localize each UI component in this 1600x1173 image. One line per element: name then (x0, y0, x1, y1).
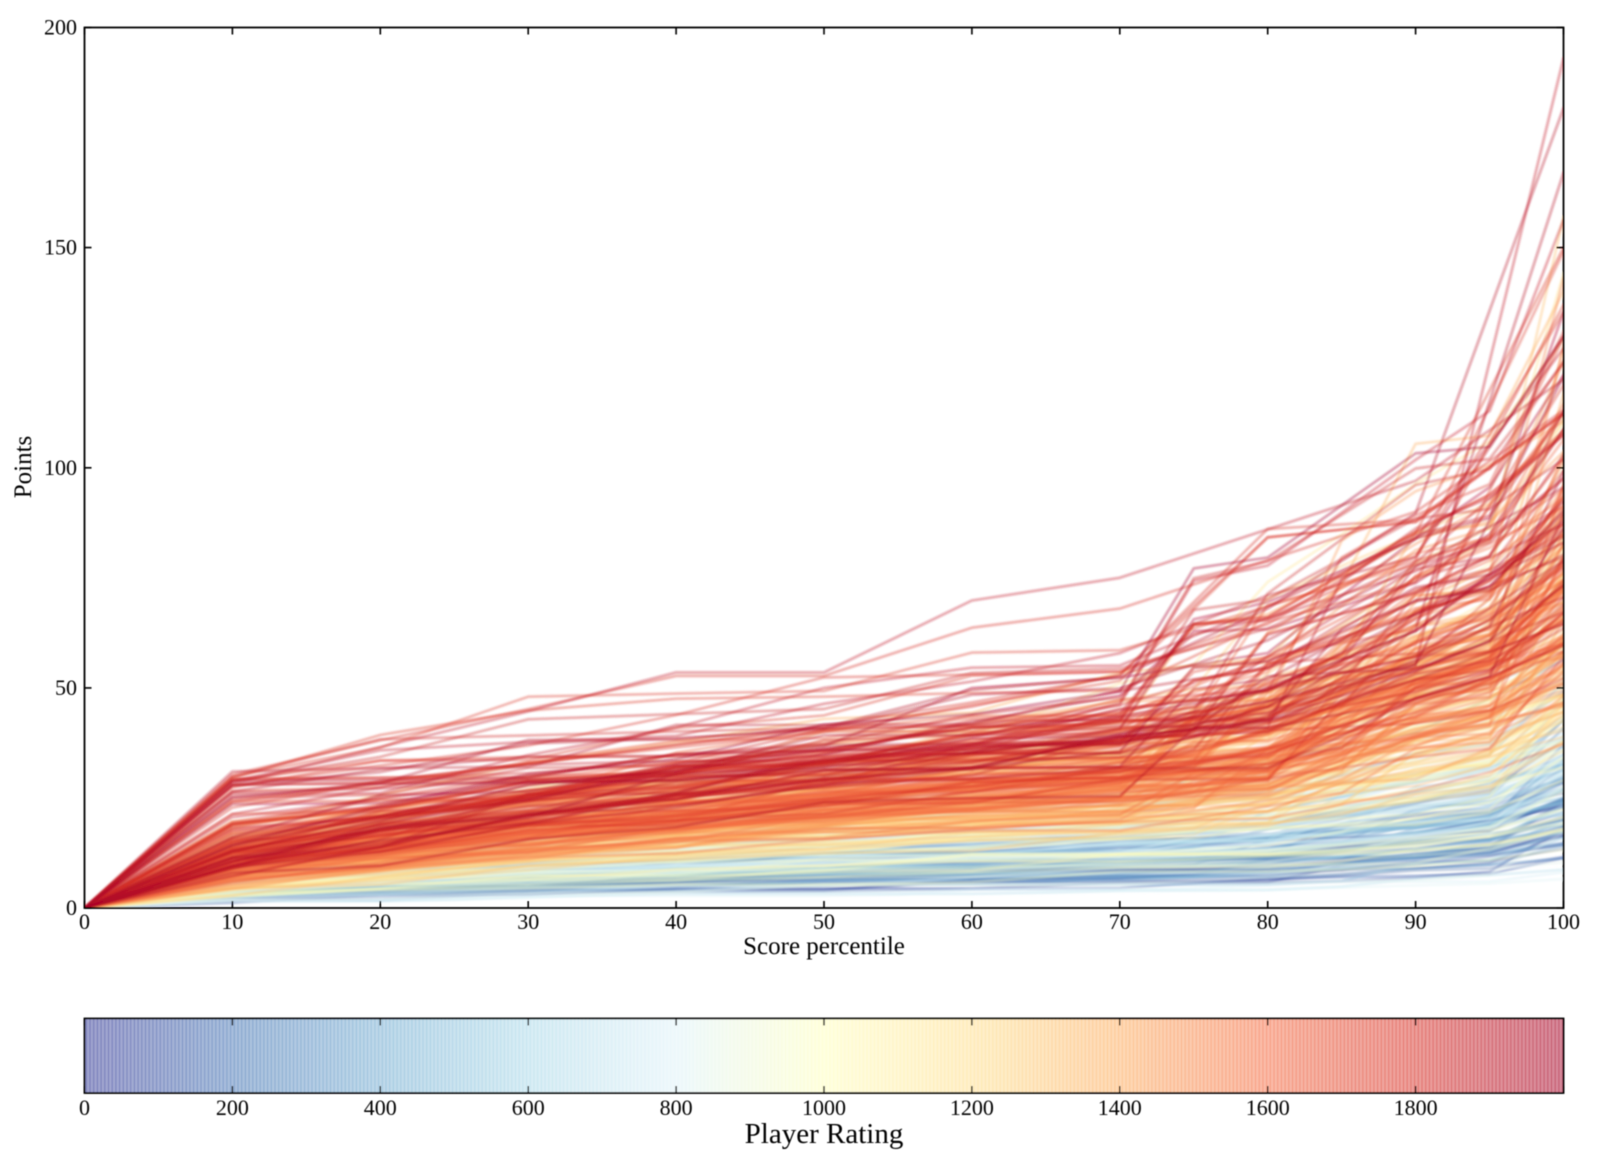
svg-text:10: 10 (221, 909, 243, 934)
svg-text:200: 200 (216, 1095, 249, 1120)
svg-text:800: 800 (660, 1095, 693, 1120)
svg-text:0: 0 (66, 895, 77, 920)
svg-text:80: 80 (1257, 909, 1279, 934)
svg-text:0: 0 (79, 1095, 90, 1120)
svg-text:400: 400 (364, 1095, 397, 1120)
svg-text:0: 0 (79, 909, 90, 934)
svg-text:100: 100 (1547, 909, 1580, 934)
svg-text:70: 70 (1109, 909, 1131, 934)
svg-text:40: 40 (665, 909, 687, 934)
svg-text:Score percentile: Score percentile (743, 933, 905, 960)
svg-text:1800: 1800 (1394, 1095, 1438, 1120)
svg-text:1000: 1000 (802, 1095, 846, 1120)
svg-text:60: 60 (961, 909, 983, 934)
svg-text:100: 100 (44, 455, 77, 480)
svg-text:90: 90 (1405, 909, 1427, 934)
svg-text:30: 30 (517, 909, 539, 934)
svg-text:150: 150 (44, 235, 77, 260)
svg-text:20: 20 (369, 909, 391, 934)
svg-text:1200: 1200 (950, 1095, 994, 1120)
svg-text:1400: 1400 (1098, 1095, 1142, 1120)
svg-text:1600: 1600 (1246, 1095, 1290, 1120)
svg-text:50: 50 (55, 675, 77, 700)
svg-text:Player Rating: Player Rating (745, 1118, 904, 1150)
svg-text:50: 50 (813, 909, 835, 934)
svg-text:Points: Points (10, 436, 37, 499)
svg-text:200: 200 (44, 15, 77, 40)
svg-text:600: 600 (512, 1095, 545, 1120)
